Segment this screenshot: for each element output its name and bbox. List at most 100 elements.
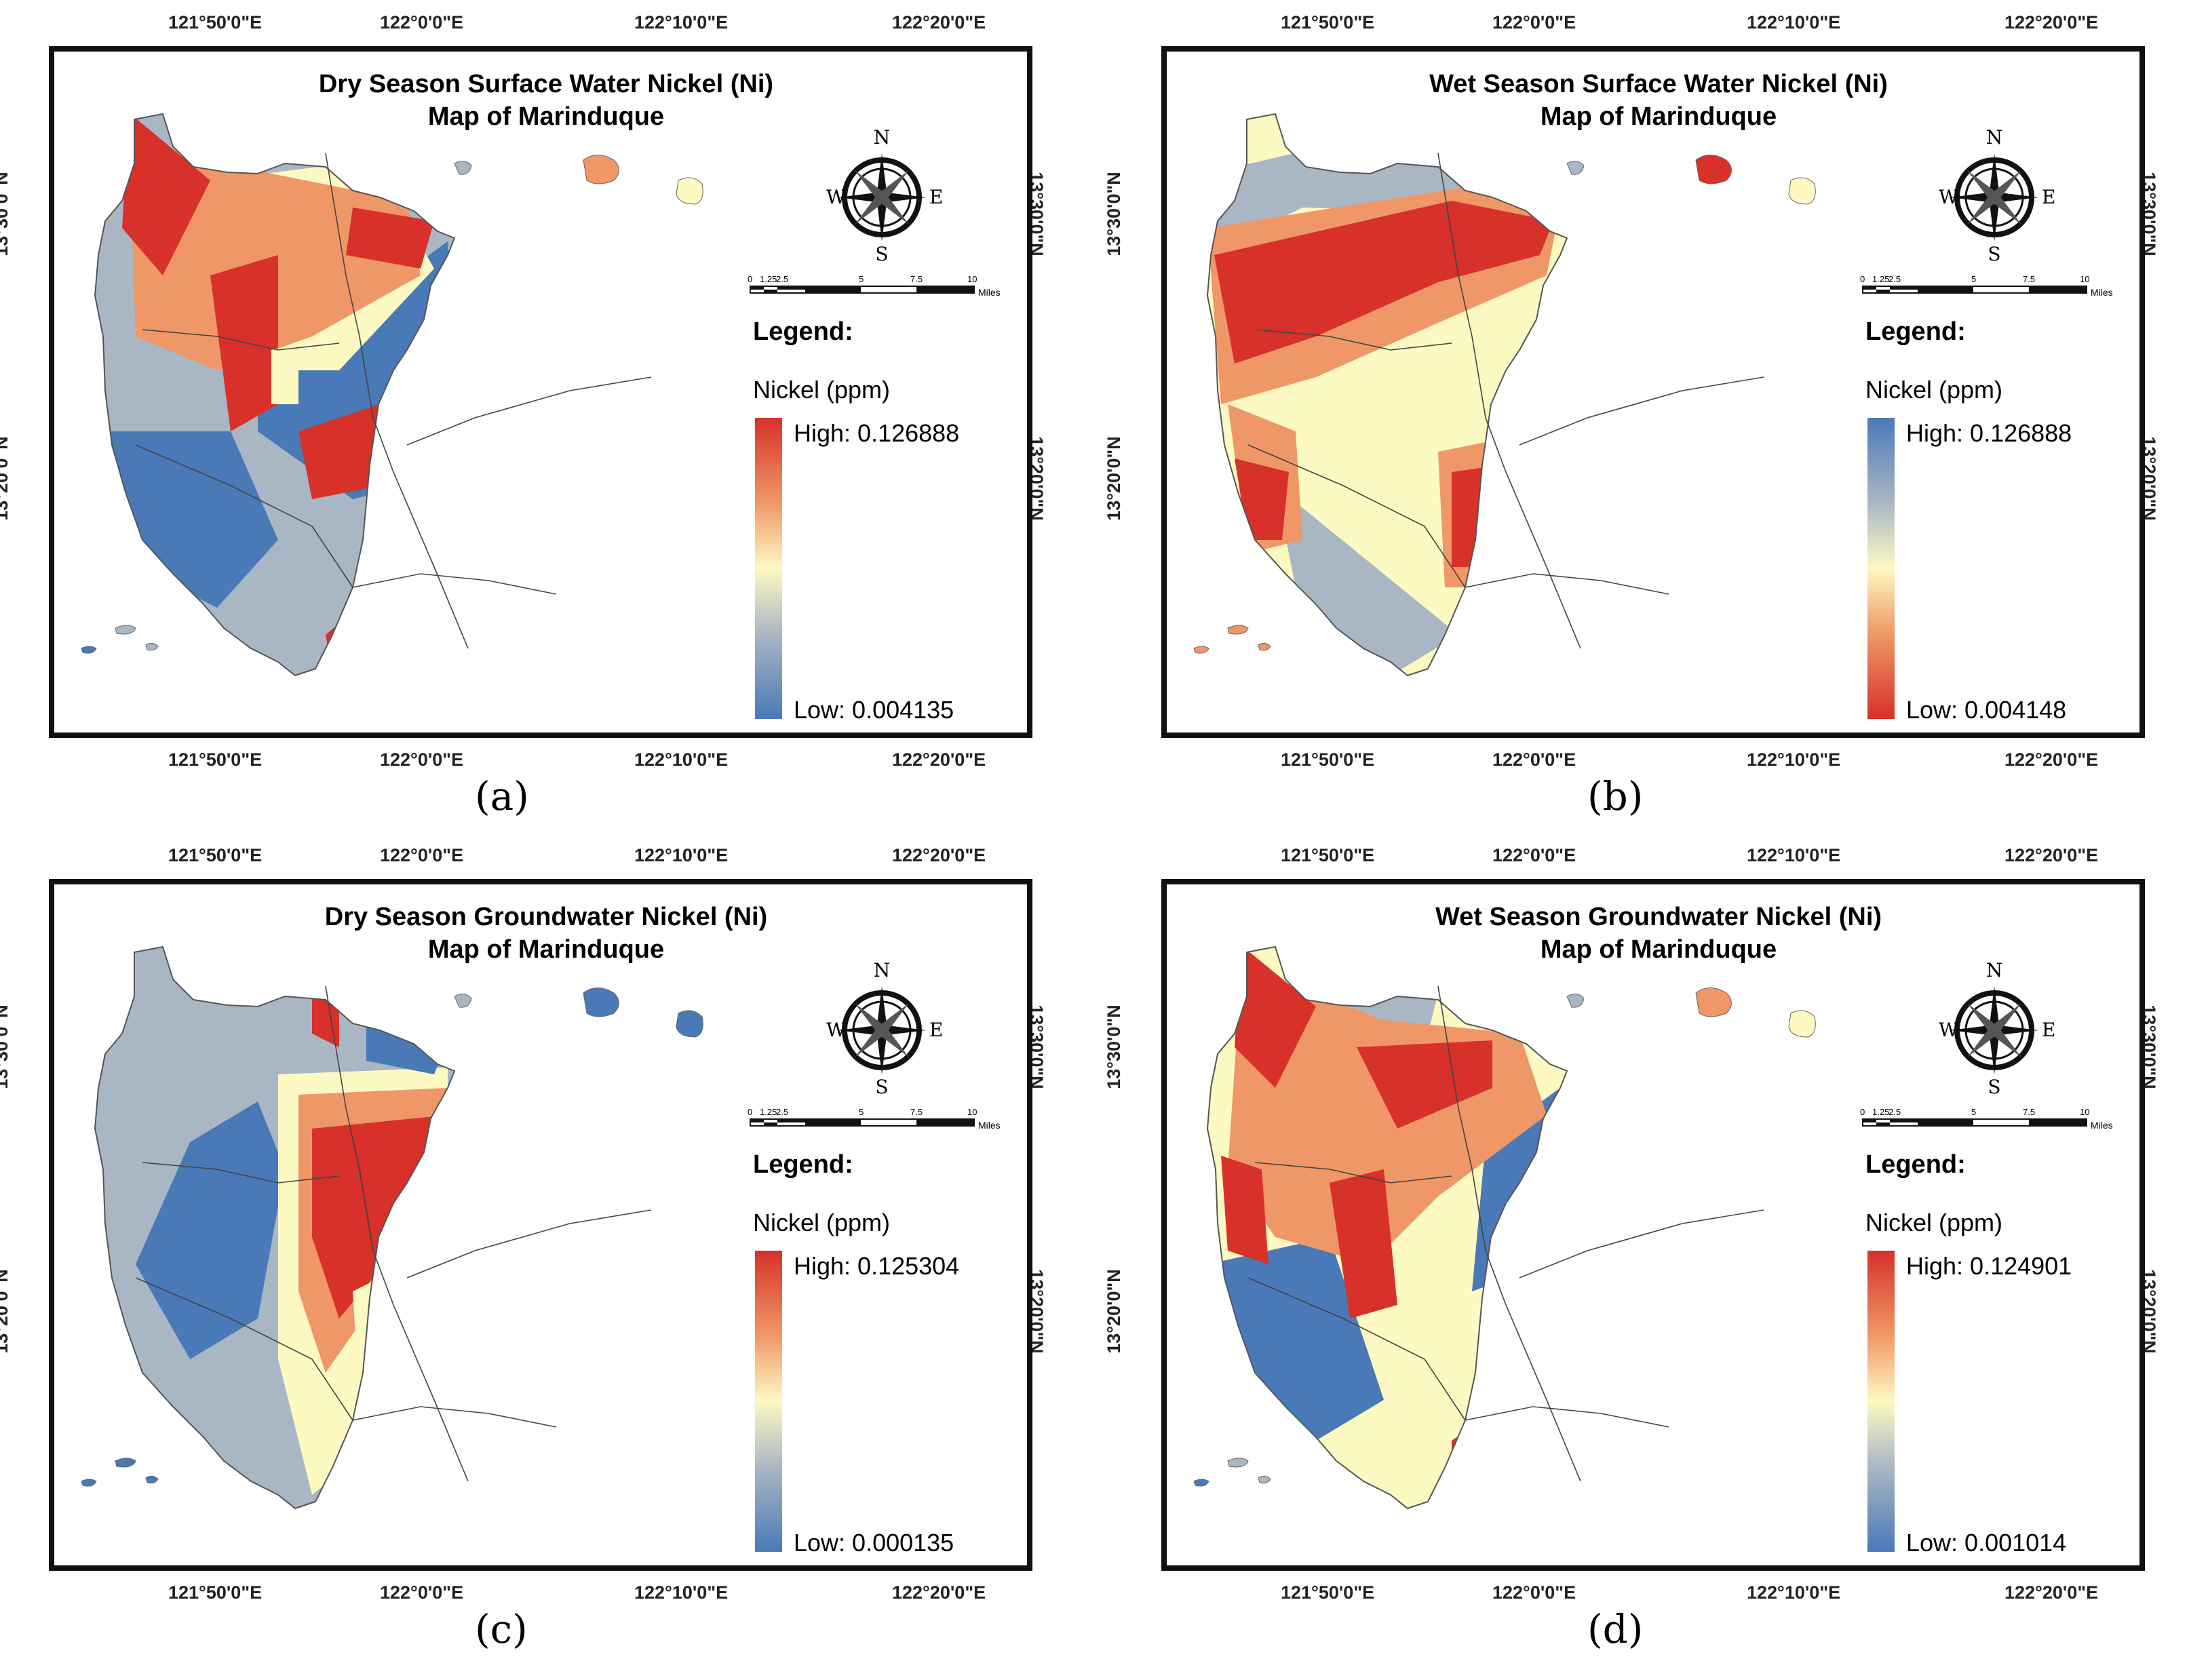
concentration-zone — [1330, 1169, 1397, 1318]
lon-tick-label: 122°0'0"E — [380, 749, 464, 770]
island-map — [1193, 113, 1816, 677]
legend-heading: Legend: — [753, 317, 853, 346]
lon-tick-label: 122°20'0"E — [892, 1582, 986, 1603]
map-title: Wet Season Groundwater Nickel (Ni) Map o… — [1167, 901, 2139, 966]
lon-tick-label: 122°0'0"E — [380, 845, 464, 865]
compass-s: S — [875, 243, 888, 262]
islet — [145, 1475, 159, 1484]
lat-tick-label: 13°30'0"N — [1103, 1004, 1124, 1089]
lon-tick-label: 121°50'0"E — [168, 845, 263, 865]
panel-caption: (a) — [475, 773, 529, 819]
legend-color-ramp — [755, 418, 782, 719]
scale-tick: 2.5 — [776, 1107, 788, 1117]
scale-tick: 1.25 — [760, 274, 777, 284]
island-outline — [94, 113, 456, 677]
municipal-boundaries — [135, 153, 652, 649]
lon-tick-label: 122°20'0"E — [2004, 845, 2099, 865]
lon-tick-label: 121°50'0"E — [168, 1582, 263, 1603]
compass-w: W — [1939, 1019, 1958, 1041]
legend-high-label: High: 0.125304 — [794, 1252, 960, 1280]
lat-tick-label: 13°20'0"N — [0, 1269, 12, 1354]
legend-high-label: High: 0.126888 — [1906, 419, 2072, 447]
compass-s: S — [1988, 1076, 2000, 1095]
lon-tick-label: 121°50'0"E — [168, 749, 263, 770]
scale-bar: 0 1.25 2.5 5 7.5 10 Miles — [748, 1107, 1001, 1131]
map-title-line1: Dry Season Groundwater Nickel (Ni) — [324, 903, 768, 931]
islet — [115, 1458, 136, 1468]
scale-tick: 1.25 — [760, 1107, 777, 1117]
lon-tick-label: 122°10'0"E — [1747, 845, 1841, 865]
scale-tick: 5 — [1971, 274, 1976, 284]
lon-tick-label: 122°10'0"E — [1747, 1582, 1841, 1603]
scale-tick: 5 — [859, 274, 864, 284]
islet — [1788, 177, 1816, 205]
lon-tick-label: 122°0'0"E — [1492, 845, 1576, 865]
scale-tick: 7.5 — [2023, 274, 2035, 284]
island-outline — [1206, 945, 1568, 1510]
concentration-zone — [1221, 1156, 1268, 1264]
map-title: Dry Season Surface Water Nickel (Ni) Map… — [54, 68, 1027, 133]
map-title-line1: Dry Season Surface Water Nickel (Ni) — [318, 70, 774, 98]
compass-w: W — [1939, 186, 1958, 208]
north-arrow-compass: N S W E — [826, 126, 943, 262]
concentration-zone — [1452, 465, 1499, 567]
scale-tick: 10 — [967, 274, 977, 284]
north-arrow-compass: N S W E — [826, 959, 943, 1095]
concentration-zone — [1235, 947, 1316, 1088]
concentration-zone — [271, 343, 298, 404]
scale-bar: 0 1.25 2.5 5 7.5 10 Miles — [1860, 1107, 2113, 1131]
legend-low-label: Low: 0.004135 — [794, 696, 954, 724]
legend-low-label: Low: 0.000135 — [794, 1529, 954, 1557]
legend-heading: Legend: — [1865, 1150, 1966, 1179]
lon-tick-label: 122°0'0"E — [1492, 1582, 1576, 1603]
lat-tick-label: 13°20'0"N — [1103, 1269, 1124, 1354]
islet — [1227, 625, 1249, 635]
concentration-zone — [298, 404, 380, 499]
lat-tick-label: 13°20'0"N — [1103, 436, 1124, 521]
scale-tick: 1.25 — [1872, 274, 1889, 284]
scale-tick: 10 — [967, 1107, 977, 1117]
islet — [454, 161, 472, 175]
legend-color-ramp — [1867, 418, 1895, 719]
islet — [583, 155, 619, 184]
lat-tick-label: 13°30'0"N — [0, 1004, 12, 1089]
scale-tick: 0 — [748, 1107, 752, 1117]
map-title-line1: Wet Season Surface Water Nickel (Ni) — [1429, 70, 1888, 98]
island-map — [1193, 945, 1816, 1510]
islet — [1193, 1479, 1209, 1487]
lon-tick-label: 122°10'0"E — [634, 1582, 729, 1603]
lat-tick-label: 13°30'0"N — [0, 172, 12, 256]
municipal-boundaries — [1247, 985, 1764, 1482]
scale-unit: Miles — [978, 1120, 1001, 1131]
lon-tick-label: 122°10'0"E — [634, 749, 729, 770]
lat-tick-label: 13°20'0"N — [0, 436, 12, 521]
concentration-zone — [346, 208, 434, 269]
scale-tick: 2.5 — [1888, 1107, 1901, 1117]
islet — [145, 642, 159, 651]
map-frame: Wet Season Surface Water Nickel (Ni) Map… — [1161, 46, 2145, 738]
legend-title: Nickel (ppm) — [753, 1209, 891, 1236]
legend-heading: Legend: — [1865, 317, 1966, 346]
scale-unit: Miles — [2091, 287, 2113, 298]
lon-tick-label: 121°50'0"E — [1281, 12, 1375, 33]
concentration-zone — [1228, 966, 1547, 1264]
lon-tick-label: 121°50'0"E — [1281, 1582, 1375, 1603]
map-title-line2: Map of Marinduque — [427, 102, 665, 131]
islet — [1193, 646, 1209, 654]
legend-title: Nickel (ppm) — [1865, 376, 2003, 404]
map-frame: Dry Season Surface Water Nickel (Ni) Map… — [49, 46, 1032, 738]
map-title: Wet Season Surface Water Nickel (Ni) Map… — [1167, 68, 2139, 133]
legend-color-ramp — [1867, 1251, 1895, 1552]
concentration-zone — [312, 1115, 448, 1318]
compass-n: N — [1986, 126, 2003, 149]
panel-caption: (d) — [1587, 1606, 1644, 1652]
scale-tick: 2.5 — [776, 274, 788, 284]
islet-group — [81, 988, 703, 1487]
municipal-boundaries — [1247, 153, 1764, 649]
scale-tick: 10 — [2080, 1107, 2089, 1117]
island-outline — [1206, 113, 1568, 677]
map-title-line2: Map of Marinduque — [1540, 102, 1777, 131]
compass-w: W — [826, 186, 846, 208]
scale-tick: 0 — [1860, 1107, 1865, 1117]
scale-tick: 7.5 — [2023, 1107, 2035, 1117]
